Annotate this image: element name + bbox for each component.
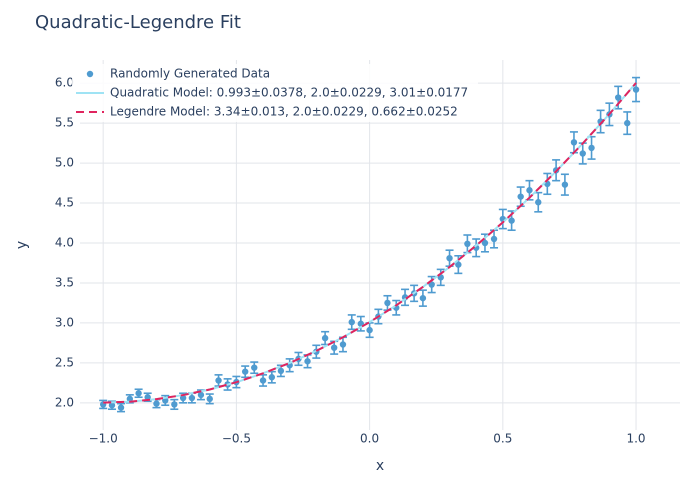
point: [188, 394, 196, 402]
point: [206, 395, 213, 403]
point: [144, 394, 151, 401]
point: [419, 294, 427, 302]
point: [339, 341, 347, 348]
y-tick-label: 4.0: [55, 236, 74, 250]
point: [632, 86, 640, 93]
point: [277, 367, 285, 375]
legend-label: Quadratic Model: 0.993±0.0378, 2.0±0.022…: [110, 86, 468, 100]
y-axis-title: y: [14, 241, 30, 249]
point: [455, 261, 462, 268]
point: [179, 394, 187, 402]
point: [490, 235, 498, 243]
point: [561, 181, 569, 188]
y-tick-label: 3.5: [55, 275, 74, 289]
point: [126, 395, 134, 403]
point: [268, 374, 276, 381]
point: [348, 318, 355, 326]
point: [197, 391, 205, 399]
x-tick-label: 1.0: [626, 432, 645, 446]
point: [614, 94, 622, 101]
point: [108, 402, 116, 409]
legend-label: Randomly Generated Data: [110, 67, 270, 81]
point: [330, 344, 338, 351]
point: [588, 144, 595, 152]
point: [428, 281, 435, 288]
y-tick-label: 5.5: [55, 116, 74, 130]
legend-marker: [86, 70, 94, 78]
legend-label: Legendre Model: 3.34±0.013, 2.0±0.0229, …: [110, 105, 458, 119]
point: [464, 240, 471, 248]
y-tick-label: 5.0: [55, 156, 74, 170]
point: [259, 377, 267, 384]
y-tick-label: 2.0: [55, 395, 74, 409]
legend-background: [72, 64, 478, 122]
y-tick-label: 2.5: [55, 355, 74, 369]
point: [508, 217, 515, 224]
x-tick-label: 0.5: [493, 432, 512, 446]
y-tick-label: 4.5: [55, 196, 74, 210]
fit-line: [103, 82, 637, 404]
point: [526, 187, 533, 194]
point: [171, 401, 178, 408]
point: [446, 254, 453, 262]
x-axis-title: x: [376, 458, 384, 474]
point: [481, 239, 489, 247]
x-tick-label: −1.0: [89, 432, 118, 446]
point: [321, 334, 329, 342]
point: [117, 404, 125, 411]
point: [579, 150, 586, 157]
point: [570, 139, 578, 146]
point: [215, 377, 222, 384]
x-tick-label: 0.0: [360, 432, 379, 446]
point: [517, 193, 524, 200]
y-tick-label: 6.0: [55, 76, 74, 90]
point: [366, 326, 373, 334]
legend: Randomly Generated Data Quadratic Model: …: [72, 64, 478, 122]
point: [535, 199, 542, 206]
y-tick-label: 3.0: [55, 315, 74, 329]
point: [251, 364, 258, 371]
x-tick-label: −0.5: [222, 432, 251, 446]
chart-title: Quadratic-Legendre Fit: [35, 12, 241, 33]
point: [304, 358, 311, 365]
point: [153, 400, 160, 407]
point: [241, 368, 249, 375]
point: [384, 299, 391, 307]
point: [135, 390, 142, 397]
point: [624, 119, 631, 127]
